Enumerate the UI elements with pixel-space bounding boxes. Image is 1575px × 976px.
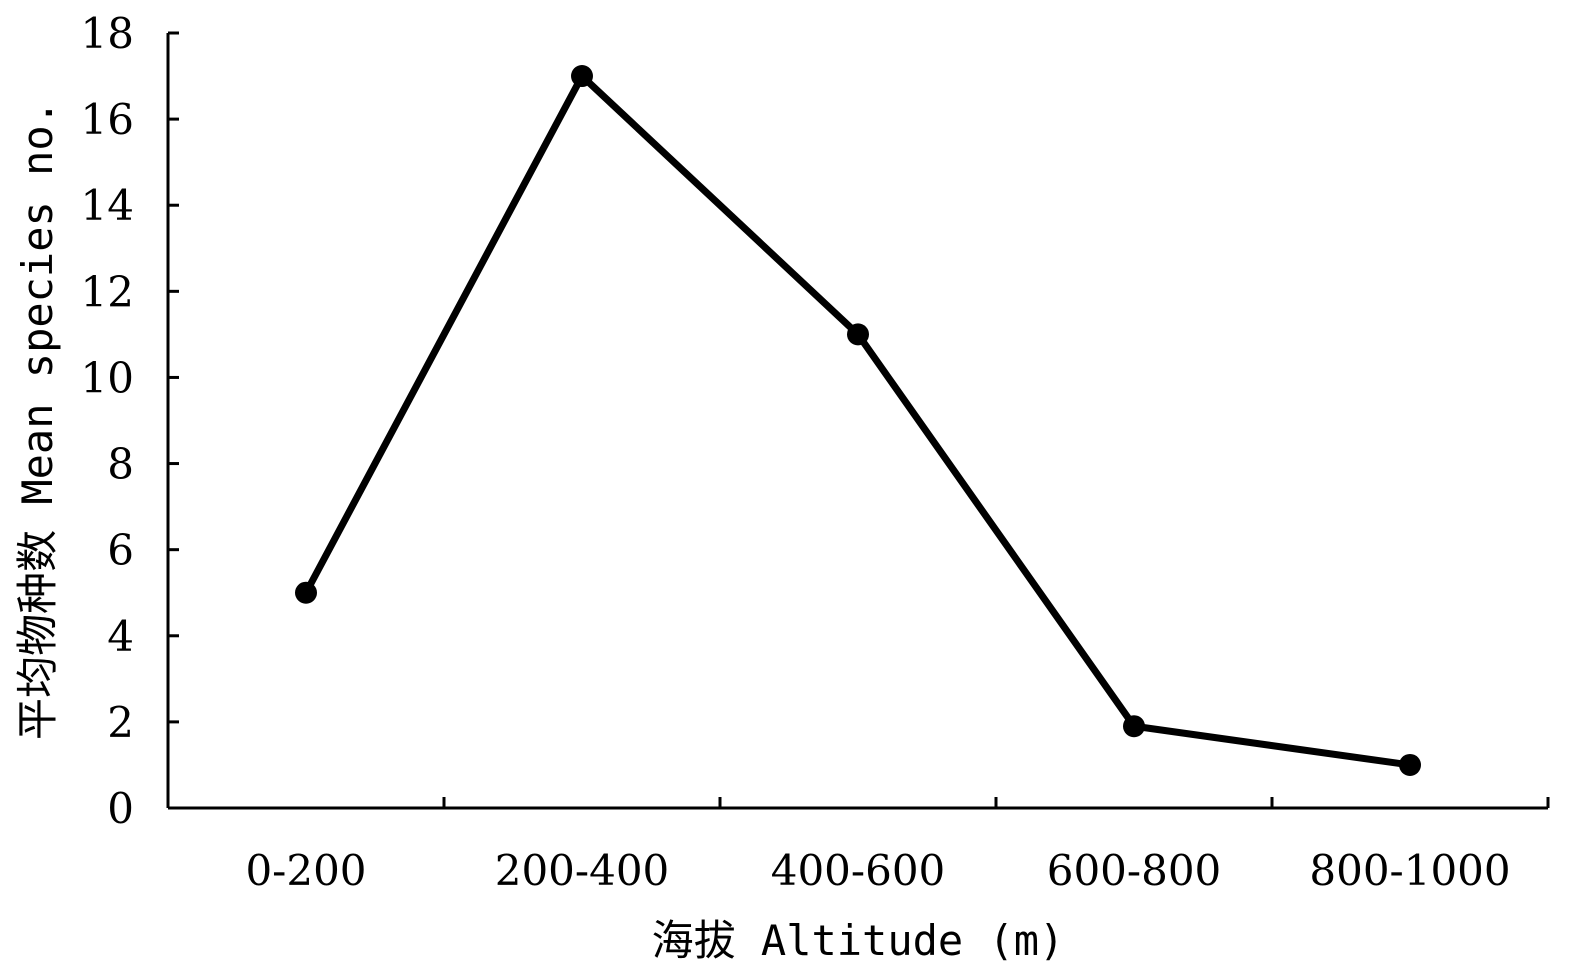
- data-point: [847, 323, 869, 346]
- y-tick-label: 18: [81, 9, 134, 58]
- y-tick-label: 16: [81, 95, 134, 144]
- y-tick-label: 4: [107, 612, 134, 661]
- x-tick-label: 600-800: [1047, 846, 1222, 895]
- x-tick-label: 400-600: [771, 846, 946, 895]
- series-line: [302, 72, 1411, 769]
- y-tick-label: 2: [107, 698, 134, 747]
- data-point: [571, 65, 593, 88]
- chart-axes: [166, 33, 1548, 810]
- x-tick-label: 0-200: [245, 846, 366, 895]
- y-axis-title: 平均物种数 Mean species no.: [13, 100, 62, 740]
- x-tick-labels: 0-200 200-400 400-600 600-800 800-1000: [245, 846, 1510, 895]
- y-tick-label: 8: [107, 440, 134, 489]
- data-points: [295, 65, 1421, 776]
- x-axis-ticks: [442, 797, 1550, 808]
- data-point: [1123, 715, 1145, 738]
- y-tick-label: 6: [107, 526, 134, 575]
- y-tick-labels: 0 2 4 6 8 10 12 14 16 18: [81, 9, 134, 833]
- y-tick-label: 14: [81, 181, 134, 230]
- y-tick-label: 10: [81, 353, 134, 402]
- x-axis-title: 海拔 Altitude (m): [652, 916, 1065, 965]
- data-point: [1399, 753, 1421, 776]
- x-tick-label: 200-400: [495, 846, 670, 895]
- data-point: [295, 581, 317, 604]
- x-tick-label: 800-1000: [1309, 846, 1510, 895]
- y-axis-ticks: [168, 31, 179, 810]
- y-tick-label: 0: [107, 784, 134, 833]
- y-tick-label: 12: [81, 267, 134, 316]
